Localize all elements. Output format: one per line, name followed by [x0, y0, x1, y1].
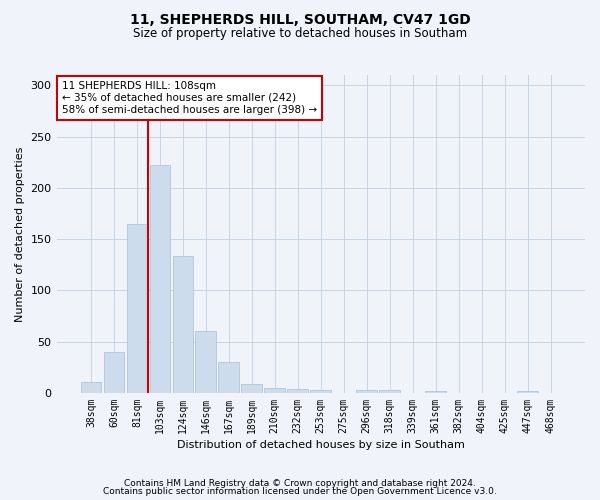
Bar	[310, 390, 331, 393]
Text: Contains public sector information licensed under the Open Government Licence v3: Contains public sector information licen…	[103, 487, 497, 496]
Bar	[517, 391, 538, 393]
Bar	[173, 256, 193, 393]
Bar	[149, 166, 170, 393]
Bar	[241, 384, 262, 393]
Bar	[80, 382, 101, 393]
Text: 11 SHEPHERDS HILL: 108sqm
← 35% of detached houses are smaller (242)
58% of semi: 11 SHEPHERDS HILL: 108sqm ← 35% of detac…	[62, 82, 317, 114]
Bar	[104, 352, 124, 393]
Bar	[287, 389, 308, 393]
Bar	[356, 390, 377, 393]
Bar	[265, 388, 285, 393]
X-axis label: Distribution of detached houses by size in Southam: Distribution of detached houses by size …	[177, 440, 465, 450]
Bar	[196, 332, 216, 393]
Bar	[218, 362, 239, 393]
Text: 11, SHEPHERDS HILL, SOUTHAM, CV47 1GD: 11, SHEPHERDS HILL, SOUTHAM, CV47 1GD	[130, 12, 470, 26]
Bar	[425, 391, 446, 393]
Text: Contains HM Land Registry data © Crown copyright and database right 2024.: Contains HM Land Registry data © Crown c…	[124, 478, 476, 488]
Bar	[379, 390, 400, 393]
Text: Size of property relative to detached houses in Southam: Size of property relative to detached ho…	[133, 28, 467, 40]
Bar	[127, 224, 147, 393]
Y-axis label: Number of detached properties: Number of detached properties	[15, 146, 25, 322]
